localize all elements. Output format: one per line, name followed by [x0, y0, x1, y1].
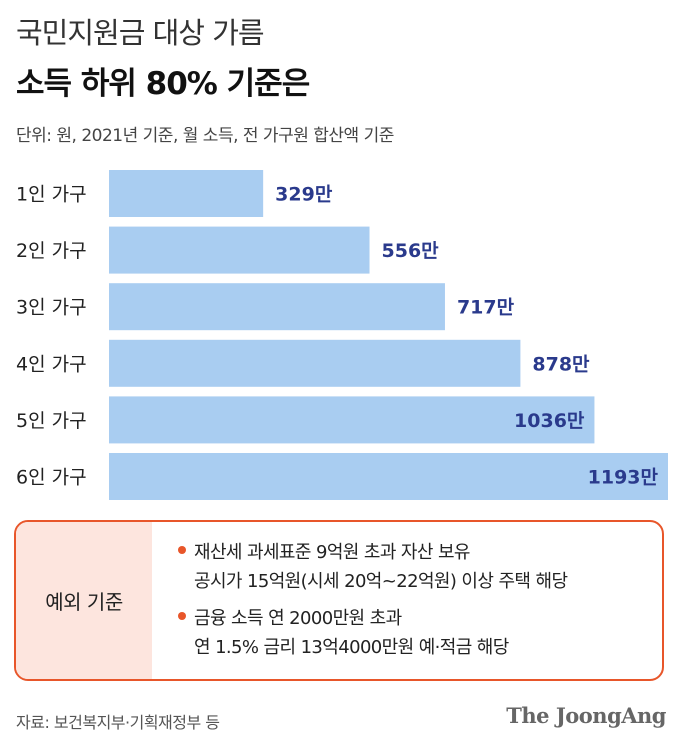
bar [109, 170, 264, 217]
unit-note: 단위: 원, 2021년 기준, 월 소득, 전 가구원 합산액 기준 [16, 126, 394, 146]
bullet-icon [178, 612, 186, 620]
bullet-icon [178, 546, 186, 554]
value-label: 329만 [275, 184, 333, 206]
category-label: 2인 가구 [16, 240, 87, 262]
category-label: 6인 가구 [16, 467, 87, 489]
category-label: 3인 가구 [16, 297, 87, 319]
value-label: 717만 [457, 297, 515, 319]
brand-logo: The JoongAng [506, 703, 666, 728]
bar [109, 396, 595, 444]
source-note: 자료: 보건복지부·기획재정부 등 [16, 713, 220, 732]
value-label: 556만 [382, 240, 440, 262]
exception-text: 재산세 과세표준 9억원 초과 자산 보유 [194, 542, 470, 563]
value-label: 1036만 [514, 410, 585, 432]
exception-item: 재산세 과세표준 9억원 초과 자산 보유 공시가 15억원(시세 20억~22… [178, 538, 652, 596]
exception-text: 공시가 15억원(시세 20억~22억원) 이상 주택 해당 [194, 571, 568, 592]
exception-label-panel: 예외 기준 [16, 522, 152, 679]
value-label: 878만 [532, 353, 590, 375]
exception-label: 예외 기준 [45, 590, 123, 614]
exception-list: 재산세 과세표준 9억원 초과 자산 보유 공시가 15억원(시세 20억~22… [178, 538, 652, 670]
bar [109, 339, 521, 387]
bar [109, 283, 445, 331]
bar [109, 453, 668, 500]
title-line2: 소득 하위 80% 기준은 [16, 66, 310, 102]
bar-chart: 1인 가구 329만 2인 가구 556만 3인 가구 717만 4인 가구 878만 5인 가… [16, 170, 668, 500]
category-label: 1인 가구 [16, 184, 87, 206]
category-label: 4인 가구 [16, 353, 87, 375]
bar [109, 226, 370, 274]
exception-text: 연 1.5% 금리 13억4000만원 예·적금 해당 [194, 637, 509, 658]
exception-text: 금융 소득 연 2000만원 초과 [194, 608, 402, 629]
title-line1: 국민지원금 대상 가름 [16, 16, 265, 50]
category-label: 5인 가구 [16, 410, 87, 432]
value-label: 1193만 [588, 467, 659, 489]
exception-item: 금융 소득 연 2000만원 초과 연 1.5% 금리 13억4000만원 예·… [178, 604, 652, 662]
exception-box: 예외 기준 재산세 과세표준 9억원 초과 자산 보유 공시가 15억원(시세 … [14, 520, 664, 681]
